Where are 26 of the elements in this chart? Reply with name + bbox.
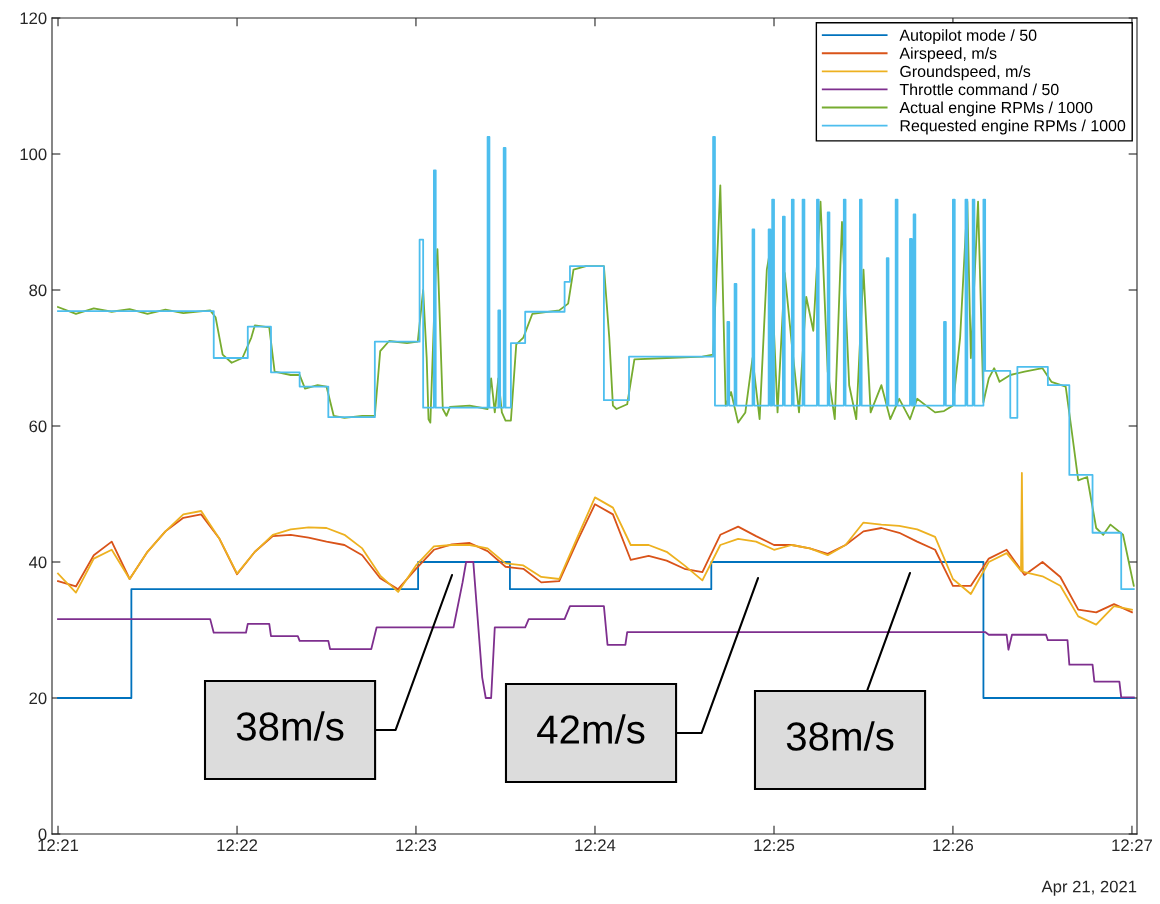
line-series bbox=[57, 503, 1133, 614]
y-tick-label: 20 bbox=[29, 692, 47, 705]
annotation: 38m/s bbox=[236, 711, 344, 741]
legend-label: Autopilot mode / 50 bbox=[899, 29, 1037, 45]
legend-label: Groundspeed, m/s bbox=[900, 65, 1031, 81]
annotation: 38m/s bbox=[786, 721, 894, 751]
line-series bbox=[57, 472, 1133, 626]
legend-label: Requested engine RPMs / 1000 bbox=[900, 119, 1126, 135]
x-tick-label: 12:23 bbox=[396, 839, 437, 852]
y-tick-label: 80 bbox=[29, 284, 47, 297]
x-tick-label: 12:24 bbox=[575, 839, 616, 851]
y-tick-label: 60 bbox=[29, 420, 47, 433]
legend-label: Throttle command / 50 bbox=[899, 83, 1059, 96]
x-tick-label: 12:27 bbox=[1112, 839, 1152, 851]
legend-label: Actual engine RPMs / 1000 bbox=[899, 101, 1093, 117]
annotation: 42m/s bbox=[537, 714, 645, 744]
x-tick-label: 12:22 bbox=[217, 839, 258, 851]
y-tick-label: 120 bbox=[20, 12, 47, 25]
legend-label: Airspeed, m/s bbox=[899, 47, 997, 63]
text: Apr 21, 2021 bbox=[1041, 880, 1137, 896]
y-tick-label: 0 bbox=[38, 828, 47, 841]
y-tick-label: 40 bbox=[28, 556, 47, 569]
y-tick-label: 100 bbox=[20, 148, 47, 161]
x-tick-label: 12:25 bbox=[754, 839, 795, 852]
x-tick-label: 12:26 bbox=[933, 839, 974, 852]
x-tick-label: 12:21 bbox=[38, 839, 79, 851]
